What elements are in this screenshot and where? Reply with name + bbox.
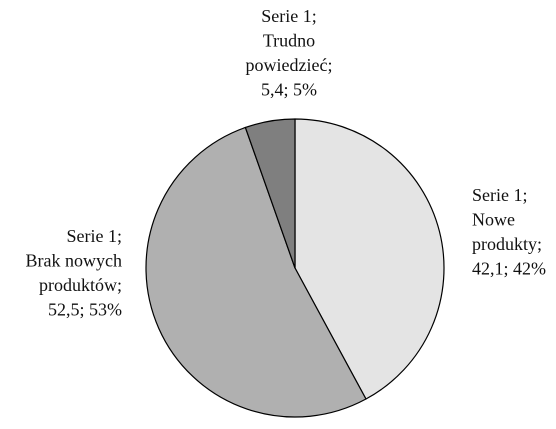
data-label: Serie 1; bbox=[261, 6, 317, 26]
pie-slice bbox=[294, 118, 445, 400]
data-label: produktów; bbox=[39, 275, 122, 295]
data-label: 42,1; 42% bbox=[472, 259, 546, 279]
data-label: powiedzieć; bbox=[246, 55, 333, 75]
data-label: 52,5; 53% bbox=[48, 300, 122, 320]
data-label: Trudno bbox=[263, 31, 315, 51]
data-label: 5,4; 5% bbox=[261, 80, 317, 100]
data-label: produkty; bbox=[472, 234, 542, 254]
pie-slice bbox=[145, 126, 367, 418]
data-label: Nowe bbox=[472, 210, 515, 230]
data-label: Brak nowych bbox=[26, 251, 122, 271]
data-label: Serie 1; bbox=[472, 185, 528, 205]
pie-slice bbox=[244, 118, 296, 269]
data-label: Serie 1; bbox=[67, 226, 123, 246]
